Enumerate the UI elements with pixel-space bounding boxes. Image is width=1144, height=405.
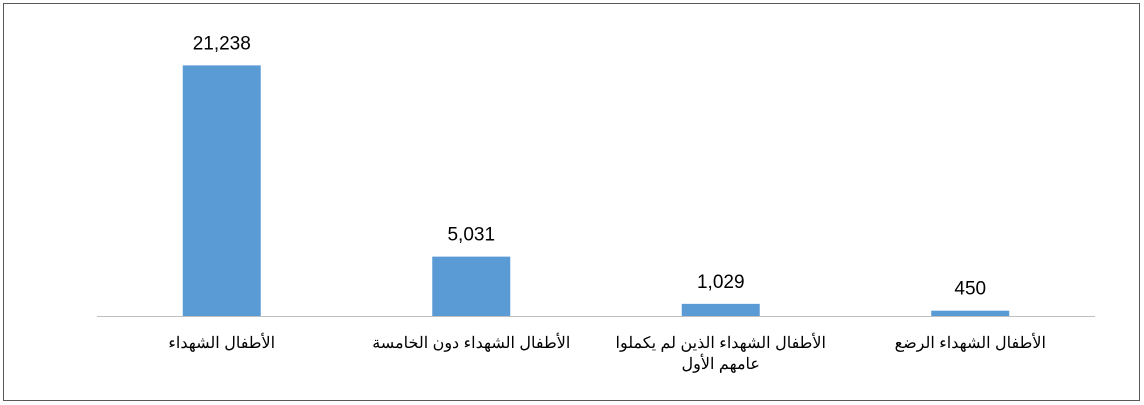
data-label: 1,029 — [697, 272, 745, 293]
bar — [681, 303, 760, 316]
data-label: 450 — [954, 279, 986, 300]
bar — [432, 256, 511, 316]
bar — [182, 65, 261, 316]
chart-frame — [3, 3, 1140, 401]
x-tick-label: الأطفال الشهداء — [168, 335, 276, 352]
x-tick-label: الأطفال الشهداء الرضع — [894, 335, 1046, 352]
bar — [931, 310, 1010, 316]
data-label: 5,031 — [447, 225, 495, 246]
x-tick-label: الأطفال الشهداء دون الخامسة — [372, 335, 571, 352]
data-label: 21,238 — [193, 33, 251, 54]
x-tick-label: الأطفال الشهداء الذين لم يكملوا عامهم ال… — [615, 335, 826, 373]
